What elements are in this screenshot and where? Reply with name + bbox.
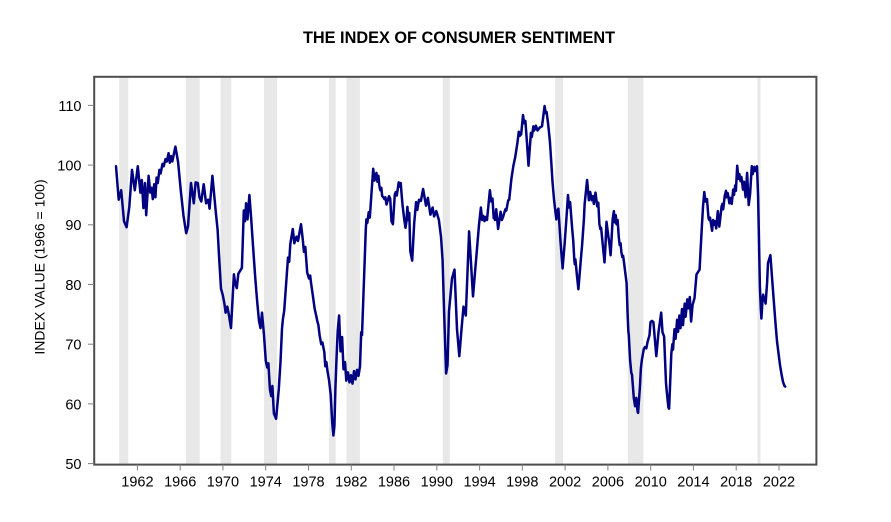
svg-text:70: 70 — [65, 338, 81, 354]
svg-text:100: 100 — [57, 159, 81, 175]
svg-text:1994: 1994 — [463, 475, 495, 491]
svg-text:2018: 2018 — [720, 475, 752, 491]
svg-text:1982: 1982 — [335, 475, 367, 491]
svg-text:90: 90 — [65, 218, 81, 234]
svg-text:1974: 1974 — [250, 475, 282, 491]
svg-text:50: 50 — [65, 457, 81, 473]
svg-text:INDEX VALUE (1966 = 100): INDEX VALUE (1966 = 100) — [32, 179, 48, 354]
svg-text:2010: 2010 — [635, 475, 667, 491]
svg-text:1962: 1962 — [121, 475, 153, 491]
svg-text:60: 60 — [65, 397, 81, 413]
svg-text:1986: 1986 — [378, 475, 410, 491]
svg-text:1970: 1970 — [207, 475, 239, 491]
svg-text:1990: 1990 — [421, 475, 453, 491]
svg-text:1998: 1998 — [506, 475, 538, 491]
svg-text:THE INDEX OF CONSUMER SENTIMEN: THE INDEX OF CONSUMER SENTIMENT — [303, 29, 615, 47]
svg-text:2006: 2006 — [592, 475, 624, 491]
svg-text:2022: 2022 — [763, 475, 795, 491]
svg-text:110: 110 — [58, 99, 81, 115]
svg-text:1966: 1966 — [164, 475, 196, 491]
svg-text:2014: 2014 — [677, 475, 709, 491]
svg-text:80: 80 — [65, 278, 81, 294]
svg-text:1978: 1978 — [292, 475, 324, 491]
svg-text:2002: 2002 — [549, 475, 581, 491]
